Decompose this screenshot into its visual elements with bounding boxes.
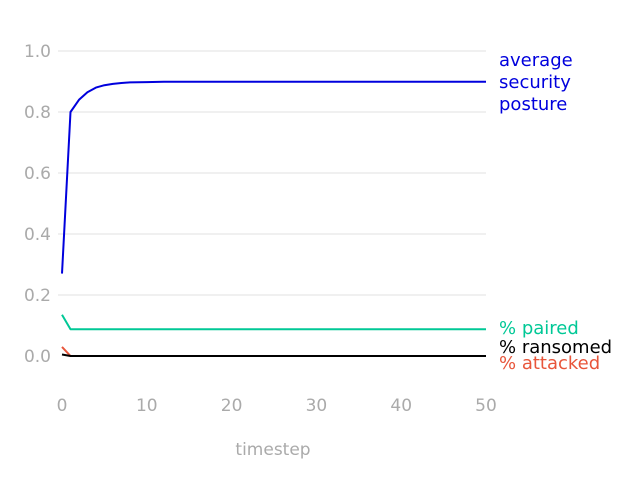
y-tick-label: 0.2 (24, 286, 51, 306)
x-tick-label: 50 (475, 396, 497, 416)
series-line (61, 80, 486, 274)
series-label: % paired (499, 318, 579, 339)
y-tick-label: 0.6 (24, 164, 51, 184)
series-labels: average security posture % paired% ransomed… (499, 50, 612, 374)
series-line (61, 314, 486, 331)
gridlines (58, 50, 486, 296)
series-label: % attacked (499, 353, 600, 374)
x-tick-labels: 0 10 20 30 40 50 (57, 396, 497, 416)
x-tick-label: 0 (57, 396, 68, 416)
series-line (61, 353, 486, 357)
series-label: average security posture (499, 50, 573, 115)
y-tick-label: 0.0 (24, 347, 51, 367)
y-tick-label: 0.8 (24, 103, 51, 123)
x-tick-label: 20 (221, 396, 243, 416)
y-tick-label: 0.4 (24, 225, 51, 245)
series-line (61, 346, 486, 357)
y-tick-labels: 0.0 0.2 0.4 0.6 0.8 1.0 (24, 42, 51, 367)
y-tick-label: 1.0 (24, 42, 51, 62)
series-label: % ransomed (499, 337, 612, 358)
series-lines (61, 80, 486, 357)
x-tick-label: 30 (306, 396, 328, 416)
x-tick-label: 10 (136, 396, 158, 416)
x-tick-label: 40 (390, 396, 412, 416)
x-axis-label: timestep (235, 440, 310, 460)
